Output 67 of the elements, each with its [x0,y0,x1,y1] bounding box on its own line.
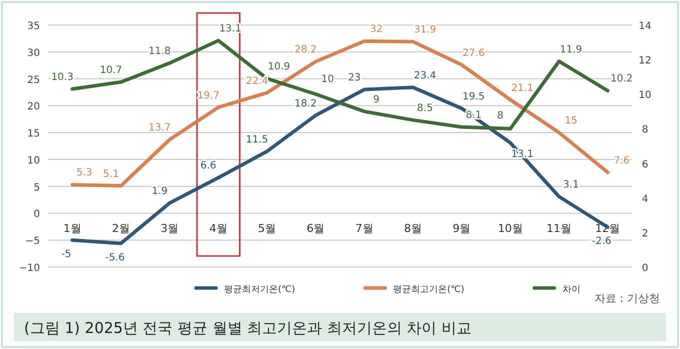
data-label: -5.6 [105,252,125,264]
x-tick-label: 7월 [355,222,374,236]
x-tick-label: 2월 [112,222,130,236]
data-label: 8.5 [417,103,433,114]
y-tick-label: 25 [27,74,40,86]
y-tick-label: 20 [27,102,40,113]
y-tick-label: −5 [25,236,40,248]
y-tick-label: 35 [27,21,40,32]
data-label: 10.7 [100,65,122,76]
data-label: -2.6 [592,236,612,248]
y2-tick-label: 10 [638,90,652,102]
data-label: 22.4 [246,76,268,87]
data-label: 23.4 [414,70,436,82]
data-label: 19.7 [197,90,220,102]
data-label: 11.9 [560,44,582,56]
legend-label: 평균최고기온(℃) [393,285,464,295]
data-label: 11.5 [246,134,268,146]
x-tick-label: 8월 [404,222,422,236]
data-label: 19.5 [462,91,485,102]
text: (그림 1) 2025년 전국 평균 월별 최고기온과 최저기온의 차이 비교 [24,319,472,337]
y2-tick-label: 0 [642,263,648,274]
data-label: 9 [373,94,380,106]
legend-label: 평균최저기온(℃) [224,285,296,295]
data-label: 10.3 [51,72,74,83]
x-tick-label: 11월 [546,222,572,236]
y2-tick-label: 6 [642,159,648,170]
x-tick-label: 6월 [306,222,325,236]
data-label: 21.1 [511,82,534,94]
data-label: 7.6 [614,155,630,166]
data-label: 10.9 [268,62,290,73]
data-label: 23 [348,72,361,84]
x-tick-label: 9월 [452,222,471,236]
data-label: 8 [497,110,504,122]
data-label: -5 [61,249,72,260]
data-label: 6.6 [200,160,216,172]
y2-tick-label: 2 [642,228,648,240]
y2-tick-label: 4 [642,194,648,205]
x-tick-label: 10월 [498,222,523,236]
data-label: 32 [370,24,383,36]
data-label: 11.8 [148,46,171,58]
y2-tick-label: 12 [638,56,652,67]
y-tick-label: 0 [34,209,40,220]
x-tick-label: 4월 [209,222,228,236]
y2-tick-label: 14 [638,21,652,32]
y-tick-label: 30 [27,48,40,59]
x-tick-label: 5월 [258,222,276,236]
legend-label: 차이 [562,285,580,295]
y-tick-label: 15 [27,128,40,140]
y-tick-label: 10 [27,155,40,166]
data-label: 10.2 [610,74,633,85]
data-label: 10 [321,74,334,86]
data-label: 15 [564,116,578,127]
text: 자료 : 기상청 [594,292,660,305]
data-label: 5.1 [103,168,119,180]
y-tick-label: −10 [18,263,40,274]
data-label: 5.3 [76,168,92,179]
data-label: 13.7 [148,122,171,134]
y-tick-label: 5 [34,182,40,194]
x-tick-label: 1월 [63,222,82,236]
data-label: 27.6 [462,48,485,59]
data-label: 31.9 [414,24,436,36]
x-tick-label: 3월 [160,222,179,236]
data-label: 28.2 [294,44,317,56]
data-label: 18.2 [294,98,317,110]
y2-tick-label: 8 [642,124,648,136]
data-label: 3.1 [563,180,579,191]
data-label: 1.9 [152,186,168,198]
